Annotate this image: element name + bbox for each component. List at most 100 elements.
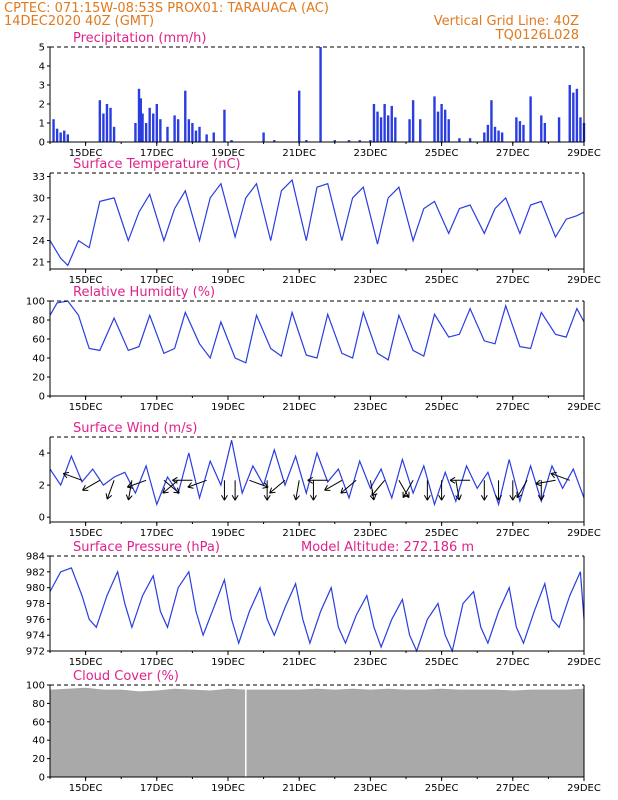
panel-title: Surface Temperature (nC) bbox=[73, 157, 241, 172]
wind-arrow bbox=[340, 479, 357, 494]
wind-arrow bbox=[480, 480, 488, 501]
y-tick-label: 40 bbox=[32, 736, 45, 747]
precip-bar bbox=[194, 130, 198, 142]
wind-arrow bbox=[62, 471, 83, 481]
precip-bar bbox=[152, 113, 155, 142]
precip-bar bbox=[433, 96, 436, 142]
x-tick-label: 21DEC bbox=[282, 148, 316, 159]
precip-bar bbox=[515, 117, 518, 142]
precip-bar bbox=[141, 113, 144, 142]
wind-arrow bbox=[249, 479, 269, 489]
wind-arrow bbox=[293, 480, 300, 501]
y-tick-label: 4 bbox=[39, 449, 45, 460]
pres-line bbox=[49, 567, 585, 653]
precip-bar bbox=[305, 140, 308, 142]
precip-bar bbox=[63, 130, 66, 142]
y-tick-label: 0 bbox=[39, 513, 45, 524]
precip-bar bbox=[522, 124, 525, 142]
x-tick-label: 29DEC bbox=[567, 148, 601, 159]
x-tick-label: 29DEC bbox=[567, 657, 601, 668]
precip-bar bbox=[319, 47, 322, 142]
precip-bar bbox=[347, 140, 351, 142]
x-tick-label: 19DEC bbox=[211, 528, 245, 539]
y-tick-label: 0 bbox=[39, 138, 45, 149]
y-tick-label: 3 bbox=[39, 81, 45, 92]
x-tick-label: 19DEC bbox=[211, 402, 245, 413]
wind-arrow bbox=[535, 479, 556, 487]
panel-title: Surface Pressure (hPa) bbox=[73, 540, 220, 555]
precip-bar bbox=[419, 119, 422, 142]
wind-arrow bbox=[369, 480, 377, 501]
precip-bar bbox=[443, 109, 447, 142]
x-tick-label: 15DEC bbox=[69, 402, 103, 413]
x-tick-label: 15DEC bbox=[69, 275, 103, 286]
precip-bar bbox=[518, 121, 522, 142]
y-tick-label: 0 bbox=[39, 392, 45, 403]
y-tick-label: 980 bbox=[26, 583, 45, 594]
precip-bar bbox=[493, 126, 497, 142]
precip-bar bbox=[198, 126, 201, 142]
x-tick-label: 23DEC bbox=[354, 783, 388, 794]
precip-bar bbox=[155, 104, 158, 142]
wind-arrow bbox=[537, 480, 545, 501]
precip-bar bbox=[148, 107, 151, 142]
wind-arrow bbox=[125, 480, 133, 501]
panel-annotation: Model Altitude: 272.186 m bbox=[301, 540, 474, 555]
x-tick-label: 21DEC bbox=[282, 402, 316, 413]
precip-bar bbox=[230, 140, 233, 142]
wind-line bbox=[49, 440, 585, 507]
y-tick-label: 21 bbox=[32, 257, 45, 268]
y-tick-label: 0 bbox=[39, 773, 45, 784]
panel-rh: Relative Humidity (%) 0 20 40 60 80 100 15DEC 17… bbox=[26, 285, 601, 413]
precip-bar bbox=[458, 138, 461, 142]
panel-precip: Precipitation (mm/h) 0 1 2 3 4 5 15DEC 17DEC 19DE… bbox=[39, 31, 601, 159]
panel-pres: Surface Pressure (hPa) Model Altitude: 27… bbox=[26, 540, 601, 668]
wind-arrow bbox=[438, 480, 446, 501]
precip-bar bbox=[358, 140, 361, 142]
y-tick-label: 978 bbox=[26, 599, 45, 610]
x-tick-label: 15DEC bbox=[69, 783, 103, 794]
x-tick-label: 19DEC bbox=[211, 783, 245, 794]
precip-bar bbox=[568, 85, 571, 142]
precip-bar bbox=[390, 105, 393, 142]
precip-bar bbox=[543, 123, 547, 142]
y-tick-label: 974 bbox=[26, 631, 45, 642]
x-tick-label: 15DEC bbox=[69, 528, 103, 539]
y-tick-label: 2 bbox=[39, 481, 45, 492]
x-tick-label: 17DEC bbox=[140, 275, 174, 286]
header-station: CPTEC: 071:15W-08:53S PROX01: TARAUACA (… bbox=[4, 1, 329, 16]
y-tick-label: 30 bbox=[32, 193, 45, 204]
x-tick-label: 27DEC bbox=[496, 275, 530, 286]
precip-bar bbox=[137, 88, 141, 142]
temp-line bbox=[49, 178, 585, 267]
precip-bar bbox=[376, 111, 379, 142]
precip-bar bbox=[486, 124, 490, 142]
y-tick-label: 80 bbox=[32, 316, 45, 327]
wind-arrow bbox=[172, 476, 193, 484]
panel-temp: Surface Temperature (nC) 21 24 27 30 33 15DEC 1… bbox=[32, 157, 601, 286]
wind-arrow bbox=[269, 479, 286, 494]
x-tick-label: 17DEC bbox=[140, 148, 174, 159]
panel-title: Precipitation (mm/h) bbox=[73, 31, 206, 46]
x-tick-label: 17DEC bbox=[140, 528, 174, 539]
frame bbox=[49, 685, 585, 778]
wind-arrow bbox=[126, 479, 147, 489]
x-tick-label: 25DEC bbox=[425, 275, 459, 286]
y-tick-label: 80 bbox=[32, 699, 45, 710]
precip-bar bbox=[411, 100, 415, 142]
precip-bar bbox=[102, 113, 105, 142]
precip-bar bbox=[187, 119, 191, 142]
y-tick-label: 60 bbox=[32, 335, 45, 346]
precip-bar bbox=[394, 117, 397, 142]
frame bbox=[49, 173, 585, 270]
y-tick-label: 982 bbox=[26, 567, 45, 578]
precip-bar bbox=[408, 119, 411, 142]
x-tick-label: 27DEC bbox=[496, 528, 530, 539]
precip-bar bbox=[572, 92, 575, 142]
x-tick-label: 19DEC bbox=[211, 275, 245, 286]
x-tick-label: 23DEC bbox=[354, 275, 388, 286]
precip-bar bbox=[144, 123, 148, 142]
precip-bar bbox=[223, 109, 226, 142]
x-tick-label: 25DEC bbox=[425, 528, 459, 539]
x-tick-label: 25DEC bbox=[425, 402, 459, 413]
